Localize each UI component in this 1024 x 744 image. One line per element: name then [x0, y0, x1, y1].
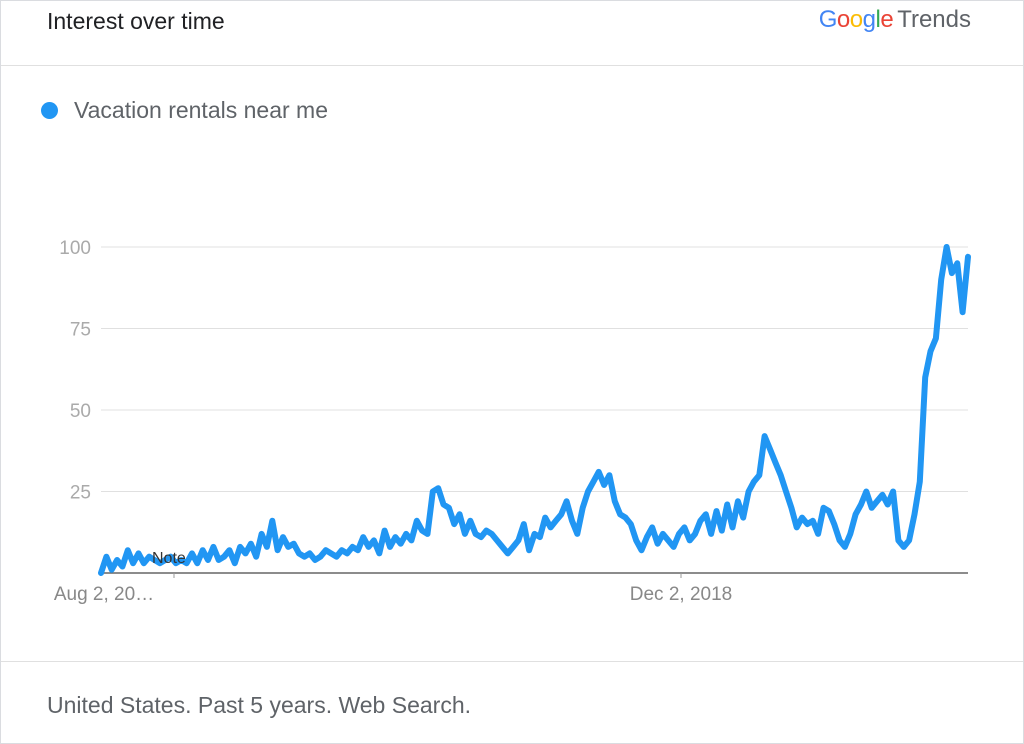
legend-label: Vacation rentals near me — [74, 96, 328, 123]
card-header: Interest over time Google Trends — [1, 1, 1023, 66]
y-tick-label: 100 — [59, 238, 91, 259]
y-tick-label: 75 — [70, 320, 91, 341]
legend: Vacation rentals near me — [41, 95, 328, 125]
trends-wordmark: Trends — [897, 6, 971, 33]
google-trends-logo[interactable]: Google Trends — [819, 6, 971, 34]
brand-letter: g — [862, 6, 876, 33]
x-tick-label: Aug 2, 20… — [54, 584, 154, 605]
note-annotation[interactable]: Note — [152, 550, 186, 567]
google-wordmark: Google — [818, 6, 894, 33]
brand-letter: l — [875, 6, 881, 33]
card-footer: United States. Past 5 years. Web Search. — [1, 661, 1023, 744]
brand-letter: o — [836, 6, 850, 33]
brand-letter: G — [818, 6, 838, 33]
x-tick-label: Dec 2, 2018 — [630, 584, 732, 605]
y-tick-label: 50 — [70, 401, 91, 422]
footer-caption: United States. Past 5 years. Web Search. — [47, 692, 472, 718]
brand-letter: o — [849, 6, 863, 33]
y-tick-label: 25 — [70, 483, 91, 504]
series-line[interactable] — [98, 244, 971, 576]
legend-dot-icon — [41, 101, 58, 119]
line-chart[interactable]: 25 50 75 100 Aug 2, 20… Dec 2, 2018 Note — [1, 201, 1023, 621]
brand-letter: e — [880, 6, 894, 33]
chart-title: Interest over time — [47, 8, 225, 34]
